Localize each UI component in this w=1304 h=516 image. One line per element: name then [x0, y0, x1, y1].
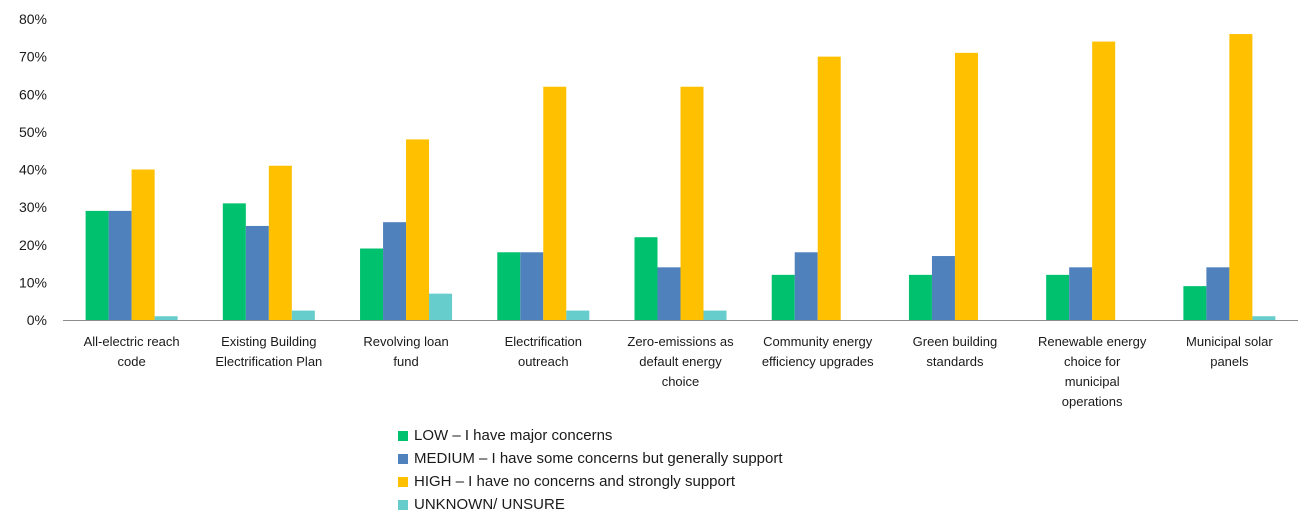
bar — [85, 210, 109, 320]
bar — [1092, 41, 1116, 320]
legend-swatch — [398, 453, 408, 464]
bar — [497, 252, 521, 320]
bar — [657, 267, 681, 320]
bar — [520, 252, 544, 320]
bar — [360, 248, 384, 320]
bar — [1252, 316, 1276, 320]
legend-label: MEDIUM – I have some concerns but genera… — [414, 450, 783, 467]
legend-item: UNKNOWN/ UNSURE — [398, 493, 783, 516]
bar — [794, 252, 818, 320]
bar — [383, 222, 407, 320]
y-tick-label: 50% — [19, 124, 47, 140]
legend-swatch — [398, 476, 408, 487]
category-labels: All-electric reach code Existing Building E… — [84, 334, 1274, 409]
legend-item: HIGH – I have no concerns and strongly s… — [398, 470, 783, 493]
category-label: All-electric reach code — [84, 334, 180, 369]
y-tick-label: 20% — [19, 237, 47, 253]
bar — [931, 256, 955, 320]
bar — [954, 52, 978, 321]
bar — [406, 139, 430, 320]
category-label: Green building standards — [913, 334, 998, 369]
bar — [908, 274, 932, 320]
category-label: Renewable energy choice for municipal opera… — [1038, 334, 1147, 409]
bar — [817, 56, 841, 320]
y-axis-ticks: 0% 10% 20% 30% 40% 50% 60% 70% 80% — [19, 11, 47, 328]
category-label: Community energy efficiency upgrades — [762, 334, 874, 369]
bar — [1206, 267, 1230, 320]
bar — [291, 310, 315, 320]
y-tick-label: 70% — [19, 49, 47, 65]
y-tick-label: 60% — [19, 86, 47, 102]
category-label: Zero-emissions as default energy choice — [627, 334, 734, 389]
legend-swatch — [398, 499, 408, 510]
bars — [85, 34, 1276, 321]
bar — [108, 210, 132, 320]
bar — [566, 310, 590, 320]
bar — [1069, 267, 1093, 320]
legend-item: LOW – I have major concerns — [398, 424, 783, 447]
y-tick-label: 0% — [27, 312, 47, 328]
bar — [771, 274, 795, 320]
legend-label: LOW – I have major concerns — [414, 427, 613, 444]
bar — [634, 237, 658, 320]
bar — [1046, 274, 1070, 320]
bar — [543, 86, 567, 320]
bar — [245, 225, 269, 320]
legend: LOW – I have major concerns MEDIUM – I ha… — [398, 424, 783, 516]
y-tick-label: 10% — [19, 274, 47, 290]
category-label: Existing Building Electrification Plan — [215, 334, 322, 369]
bar — [154, 316, 178, 320]
legend-label: HIGH – I have no concerns and strongly s… — [414, 473, 736, 490]
bar — [131, 169, 155, 320]
y-tick-label: 80% — [19, 11, 47, 27]
bar — [1183, 286, 1207, 320]
legend-item: MEDIUM – I have some concerns but genera… — [398, 447, 783, 470]
bar — [703, 310, 727, 320]
category-label: Municipal solar panels — [1186, 334, 1273, 369]
y-tick-label: 40% — [19, 162, 47, 178]
bar — [222, 203, 246, 320]
bar — [1229, 34, 1253, 321]
y-tick-label: 30% — [19, 199, 47, 215]
bar — [429, 293, 453, 320]
bar — [680, 86, 704, 320]
category-label: Revolving loan fund — [363, 334, 448, 369]
legend-swatch — [398, 430, 408, 441]
category-label: Electrification outreach — [505, 334, 582, 369]
bar — [268, 165, 292, 320]
bar-chart: 0% 10% 20% 30% 40% 50% 60% 70% 80% All-electric … — [19, 11, 1298, 409]
legend-label: UNKNOWN/ UNSURE — [414, 496, 565, 513]
